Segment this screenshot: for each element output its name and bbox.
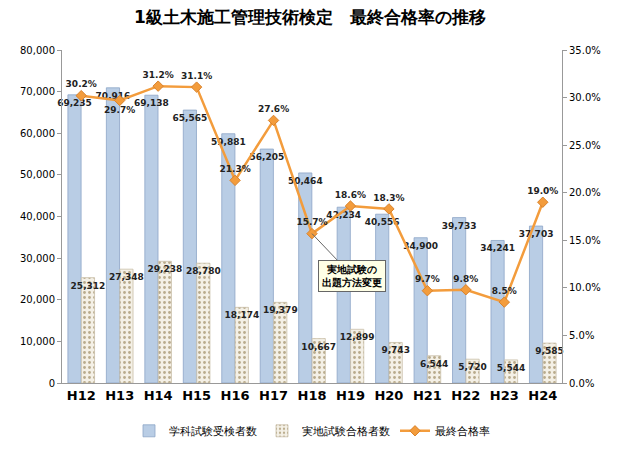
svg-text:30,000: 30,000 (20, 253, 55, 264)
svg-text:1級土木施工管理技術検定 最終合格率の推移: 1級土木施工管理技術検定 最終合格率の推移 (134, 7, 486, 27)
svg-text:28,780: 28,780 (186, 266, 221, 276)
svg-text:31.1%: 31.1% (181, 71, 212, 81)
svg-text:15.7%: 15.7% (296, 217, 327, 227)
svg-text:65,565: 65,565 (173, 113, 208, 123)
svg-text:H21: H21 (413, 388, 442, 403)
svg-text:H18: H18 (298, 388, 327, 403)
svg-text:H17: H17 (259, 388, 288, 403)
svg-text:34,900: 34,900 (403, 241, 438, 251)
svg-text:12,899: 12,899 (340, 332, 375, 342)
svg-text:20,000: 20,000 (20, 294, 55, 305)
svg-text:25.0%: 25.0% (569, 140, 601, 151)
svg-text:H14: H14 (144, 388, 173, 403)
svg-text:18.3%: 18.3% (373, 193, 404, 203)
svg-text:5,544: 5,544 (497, 363, 525, 373)
svg-text:35.0%: 35.0% (569, 45, 601, 56)
svg-text:19.0%: 19.0% (527, 186, 558, 196)
svg-text:9,585: 9,585 (535, 346, 563, 356)
svg-text:H16: H16 (221, 388, 250, 403)
svg-text:70,916: 70,916 (96, 91, 131, 101)
svg-text:21.3%: 21.3% (219, 164, 250, 174)
svg-text:69,235: 69,235 (57, 98, 92, 108)
svg-text:18,174: 18,174 (224, 310, 259, 320)
svg-text:29,238: 29,238 (148, 264, 183, 274)
svg-text:9.8%: 9.8% (453, 274, 478, 284)
svg-text:学科試験受検者数: 学科試験受検者数 (169, 425, 257, 438)
svg-text:H24: H24 (528, 388, 557, 403)
svg-text:実地試験合格者数: 実地試験合格者数 (302, 425, 390, 438)
svg-text:50,464: 50,464 (288, 176, 323, 186)
svg-text:0.0%: 0.0% (569, 378, 594, 389)
svg-text:40,000: 40,000 (20, 211, 55, 222)
svg-text:25,312: 25,312 (71, 281, 106, 291)
svg-text:60,000: 60,000 (20, 128, 55, 139)
svg-text:37,703: 37,703 (519, 229, 554, 239)
svg-text:5,720: 5,720 (458, 362, 486, 372)
svg-text:31.2%: 31.2% (143, 70, 174, 80)
svg-text:56,205: 56,205 (249, 152, 284, 162)
svg-text:30.0%: 30.0% (569, 92, 601, 103)
svg-text:5.0%: 5.0% (569, 330, 594, 341)
svg-text:39,733: 39,733 (442, 221, 477, 231)
svg-text:80,000: 80,000 (20, 45, 55, 56)
svg-text:9.7%: 9.7% (415, 274, 440, 284)
svg-text:H23: H23 (490, 388, 519, 403)
svg-text:34,241: 34,241 (480, 243, 515, 253)
svg-text:27.6%: 27.6% (258, 104, 289, 114)
svg-text:H15: H15 (182, 388, 211, 403)
svg-text:29.7%: 29.7% (104, 105, 135, 115)
svg-text:H22: H22 (451, 388, 480, 403)
svg-text:8.5%: 8.5% (492, 286, 517, 296)
svg-text:0: 0 (49, 378, 55, 389)
svg-text:19,379: 19,379 (263, 305, 298, 315)
svg-text:6,544: 6,544 (420, 359, 448, 369)
svg-text:18.6%: 18.6% (335, 190, 366, 200)
svg-text:27,348: 27,348 (109, 272, 144, 282)
svg-text:70,000: 70,000 (20, 86, 55, 97)
svg-text:10.0%: 10.0% (569, 282, 601, 293)
svg-text:実地試験の出題方法変更: 実地試験の出題方法変更 (322, 264, 382, 288)
svg-text:10,667: 10,667 (301, 342, 336, 352)
svg-text:H13: H13 (105, 388, 134, 403)
svg-text:30.2%: 30.2% (66, 79, 97, 89)
svg-text:15.0%: 15.0% (569, 235, 601, 246)
svg-text:H12: H12 (67, 388, 96, 403)
svg-text:40,556: 40,556 (365, 217, 400, 227)
svg-text:10,000: 10,000 (20, 336, 55, 347)
svg-text:H20: H20 (374, 388, 403, 403)
svg-text:59,881: 59,881 (211, 137, 246, 147)
svg-text:最終合格率: 最終合格率 (435, 425, 490, 438)
svg-text:42,234: 42,234 (326, 210, 361, 220)
svg-text:20.0%: 20.0% (569, 187, 601, 198)
svg-text:50,000: 50,000 (20, 169, 55, 180)
svg-text:H19: H19 (336, 388, 365, 403)
svg-text:69,138: 69,138 (134, 98, 169, 108)
svg-text:9,743: 9,743 (381, 345, 409, 355)
